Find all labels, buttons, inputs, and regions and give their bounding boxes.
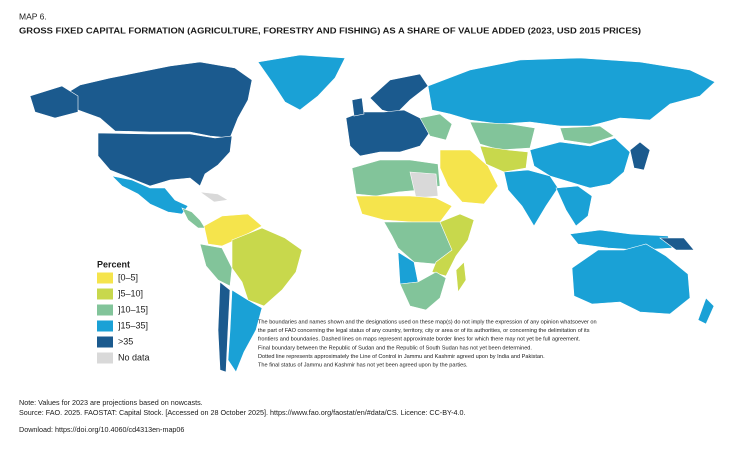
disclaimer: The boundaries and names shown and the d… bbox=[258, 319, 597, 368]
southeast-asia bbox=[555, 185, 593, 227]
disclaimer-line: frontiers and boundaries. Dashed lines o… bbox=[258, 337, 581, 343]
madagascar bbox=[455, 261, 467, 293]
southern-africa bbox=[399, 271, 447, 311]
japan-korea bbox=[629, 141, 651, 171]
australia bbox=[571, 243, 691, 315]
legend-label: [0–5] bbox=[118, 272, 138, 282]
middle-east bbox=[439, 149, 499, 205]
china bbox=[529, 137, 631, 189]
legend-label: >35 bbox=[118, 336, 133, 346]
western-europe bbox=[345, 109, 431, 157]
footer-note: Note: Values for 2023 are projections ba… bbox=[19, 398, 203, 407]
scandinavia bbox=[369, 73, 429, 115]
argentina bbox=[227, 289, 263, 373]
legend-swatch bbox=[97, 288, 113, 300]
uk bbox=[351, 97, 365, 117]
map-label: MAP 6. bbox=[19, 11, 47, 21]
legend-swatch bbox=[97, 336, 113, 348]
russia bbox=[427, 57, 716, 127]
legend: Percent [0–5] ]5–10] ]10–15] ]15–35] >35 No d… bbox=[97, 259, 150, 364]
legend-title: Percent bbox=[97, 259, 130, 269]
new-zealand bbox=[697, 297, 715, 325]
disclaimer-line: Final boundary between the Republic of S… bbox=[258, 345, 532, 351]
central-america bbox=[181, 207, 206, 229]
disclaimer-line: Dotted line represents approximately the… bbox=[258, 354, 545, 360]
caribbean bbox=[198, 191, 229, 203]
footer-download: Download: https://doi.org/10.4060/cd4313… bbox=[19, 425, 184, 434]
chile bbox=[217, 281, 231, 373]
canada bbox=[61, 61, 253, 139]
legend-label: ]10–15] bbox=[118, 304, 148, 314]
legend-label: ]5–10] bbox=[118, 288, 143, 298]
alaska bbox=[29, 85, 79, 119]
papua-new-guinea bbox=[659, 237, 695, 251]
map-title: GROSS FIXED CAPITAL FORMATION (AGRICULTU… bbox=[19, 25, 641, 35]
legend-swatch bbox=[97, 272, 113, 284]
legend-swatch bbox=[97, 320, 113, 332]
peru-ecuador bbox=[199, 243, 233, 287]
usa bbox=[97, 132, 233, 187]
east-africa bbox=[431, 213, 475, 277]
legend-label: ]15–35] bbox=[118, 320, 148, 330]
libya bbox=[409, 171, 439, 199]
world-map bbox=[29, 54, 716, 373]
legend-label: No data bbox=[118, 352, 150, 362]
mongolia bbox=[559, 125, 615, 145]
indonesia bbox=[569, 229, 673, 251]
disclaimer-line: The final status of Jammu and Kashmir ha… bbox=[258, 362, 468, 368]
legend-swatch bbox=[97, 304, 113, 316]
brazil bbox=[231, 227, 303, 307]
disclaimer-line: The boundaries and names shown and the d… bbox=[258, 319, 597, 325]
greenland bbox=[257, 54, 346, 111]
sahel bbox=[355, 195, 453, 223]
colombia-venezuela bbox=[203, 213, 263, 247]
kazakhstan bbox=[469, 121, 536, 151]
eastern-europe bbox=[419, 113, 453, 141]
disclaimer-line: the part of FAO concerning the legal sta… bbox=[258, 328, 590, 334]
legend-swatch bbox=[97, 352, 113, 364]
india bbox=[503, 169, 559, 227]
footer-source: Source: FAO. 2025. FAOSTAT: Capital Stoc… bbox=[19, 408, 466, 417]
